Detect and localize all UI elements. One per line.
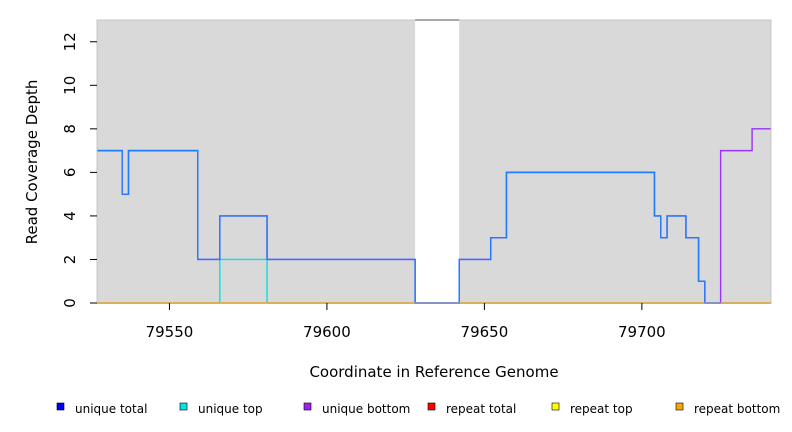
legend-item-unique-top: unique top [179, 402, 263, 416]
background-panel-right [459, 20, 771, 303]
legend-swatch [303, 402, 312, 411]
x-axis: 79550 79600 79650 79700 [146, 303, 666, 341]
x-tick-label: 79550 [146, 323, 194, 341]
legend-item-unique-bottom: unique bottom [303, 402, 410, 416]
y-tick-label: 6 [61, 168, 79, 178]
legend-item-repeat-top: repeat top [551, 402, 633, 416]
series-line-unique-total [97, 149, 721, 304]
legend-swatch [179, 402, 188, 411]
plot-frame [96, 19, 772, 304]
plot-border [96, 19, 772, 304]
y-tick-label: 10 [61, 76, 79, 95]
legend-label: unique total [75, 402, 147, 416]
y-axis-title: Read Coverage Depth [23, 80, 41, 245]
plot-background [97, 20, 771, 303]
background-panel-left [97, 20, 416, 303]
legend-label: unique top [198, 402, 263, 416]
legend-label: repeat total [446, 402, 516, 416]
legend-label: unique bottom [322, 402, 410, 416]
x-tick-label: 79600 [303, 323, 351, 341]
legend-label: repeat bottom [694, 402, 780, 416]
legend-swatch [56, 402, 65, 411]
legend-item-unique-total: unique total [56, 402, 147, 416]
y-tick-label: 0 [61, 298, 79, 308]
x-tick-label: 79650 [461, 323, 509, 341]
y-tick-label: 2 [61, 255, 79, 265]
legend-swatch [427, 402, 436, 411]
legend-swatch [675, 402, 684, 411]
legend-swatch [551, 402, 560, 411]
legend: unique total unique top unique bottom repea… [56, 402, 780, 416]
y-axis: 0 2 4 6 8 10 12 [61, 32, 97, 308]
legend-label: repeat top [570, 402, 633, 416]
y-tick-label: 8 [61, 124, 79, 134]
y-tick-label: 12 [61, 32, 79, 51]
x-tick-label: 79700 [618, 323, 666, 341]
legend-item-repeat-total: repeat total [427, 402, 516, 416]
y-tick-label: 4 [61, 211, 79, 221]
x-axis-title: Coordinate in Reference Genome [309, 363, 558, 381]
legend-item-repeat-bottom: repeat bottom [675, 402, 780, 416]
